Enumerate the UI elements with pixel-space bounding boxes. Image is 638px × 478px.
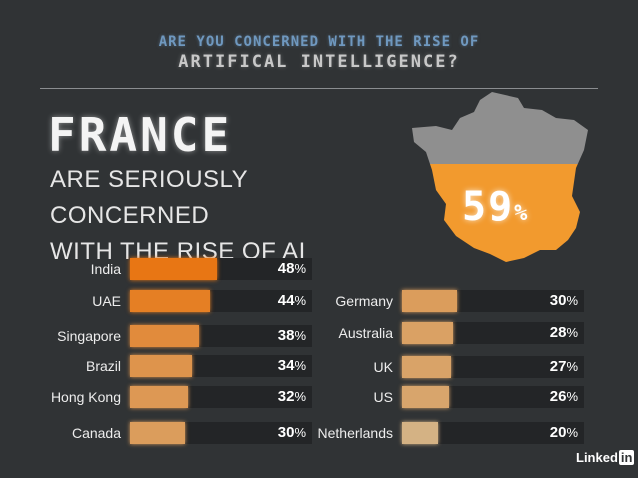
question-line-1: ARE YOU CONCERNED WITH THE RISE OF	[158, 34, 480, 50]
bar-track	[402, 290, 584, 312]
bar-value-unit: %	[294, 358, 306, 373]
bar-value-label: 30%	[514, 292, 578, 309]
bar-value-unit: %	[294, 293, 306, 308]
bar-value-label: 44%	[242, 292, 306, 309]
bar-value-label: 30%	[242, 424, 306, 441]
bar	[130, 258, 217, 280]
bar-label: US	[373, 389, 393, 405]
bar-label: Germany	[335, 293, 393, 309]
bar-value-number: 26	[549, 388, 567, 405]
bar	[402, 322, 453, 344]
bar-value-number: 30	[549, 292, 567, 309]
bar-track	[130, 325, 312, 347]
bar-value-number: 28	[549, 324, 567, 341]
bar-track	[130, 386, 312, 408]
bar-value-number: 32	[277, 388, 295, 405]
bar-value-number: 38	[277, 327, 295, 344]
bar-track	[130, 422, 312, 444]
bar-value-label: 27%	[514, 358, 578, 375]
bar	[130, 290, 210, 312]
bar	[130, 386, 188, 408]
bar-track	[130, 355, 312, 377]
bar-track	[402, 322, 584, 344]
bar-label: Singapore	[57, 328, 121, 344]
bar-value-unit: %	[294, 389, 306, 404]
bar-value-unit: %	[566, 293, 578, 308]
bar-value-number: 27	[549, 358, 567, 375]
linkedin-logo-in: in	[618, 450, 635, 465]
bar-value-label: 28%	[514, 324, 578, 341]
big-percentage-value: 59	[462, 184, 515, 230]
map-top-region	[412, 92, 588, 164]
subtitle-line-1: ARE SERIOUSLY CONCERNED	[50, 166, 248, 229]
bar-track	[130, 258, 312, 280]
bar-value-number: 44	[277, 292, 295, 309]
bar-label: India	[90, 261, 121, 277]
country-title: FRANCE	[48, 108, 233, 162]
bar	[130, 325, 199, 347]
header-divider	[40, 88, 598, 89]
linkedin-logo-text: Linked	[576, 450, 618, 465]
bar-label: Netherlands	[317, 425, 394, 441]
big-percentage-symbol: %	[514, 201, 530, 226]
question-header: ARE YOU CONCERNED WITH THE RISE OF ARTIF…	[0, 34, 638, 72]
bar-value-label: 20%	[514, 424, 578, 441]
bar-value-label: 26%	[514, 388, 578, 405]
bar-value-number: 30	[277, 424, 295, 441]
big-percentage: 59%	[462, 184, 529, 230]
bar-value-label: 34%	[242, 357, 306, 374]
bar-track	[402, 422, 584, 444]
linkedin-logo: Linked in	[576, 450, 635, 465]
bar-label: Hong Kong	[50, 389, 121, 405]
bar	[402, 422, 438, 444]
bar-value-number: 48	[277, 260, 295, 277]
bar-label: Australia	[338, 325, 393, 341]
bar-value-unit: %	[566, 425, 578, 440]
bar-value-label: 38%	[242, 327, 306, 344]
bar	[402, 386, 449, 408]
bar-label: UAE	[92, 293, 121, 309]
subtitle: ARE SERIOUSLY CONCERNED WITH THE RISE OF…	[50, 162, 410, 270]
bar	[130, 422, 185, 444]
question-line-2: ARTIFICAL INTELLIGENCE?	[178, 52, 460, 72]
bar-value-label: 48%	[242, 260, 306, 277]
bar-value-unit: %	[566, 389, 578, 404]
bar-label: Brazil	[85, 358, 121, 374]
bar-track	[402, 356, 584, 378]
bar-value-number: 20	[549, 424, 567, 441]
bar-label: Canada	[71, 425, 121, 441]
bar-value-unit: %	[294, 261, 306, 276]
bar-label: UK	[373, 359, 393, 375]
bar-value-unit: %	[566, 325, 578, 340]
bar-track	[402, 386, 584, 408]
bar	[402, 290, 457, 312]
bar-value-unit: %	[294, 328, 306, 343]
bar-track	[130, 290, 312, 312]
bar-value-number: 34	[277, 357, 295, 374]
bar-value-unit: %	[566, 359, 578, 374]
bar	[402, 356, 451, 378]
bar-value-unit: %	[294, 425, 306, 440]
bar-value-label: 32%	[242, 388, 306, 405]
bar	[130, 355, 192, 377]
